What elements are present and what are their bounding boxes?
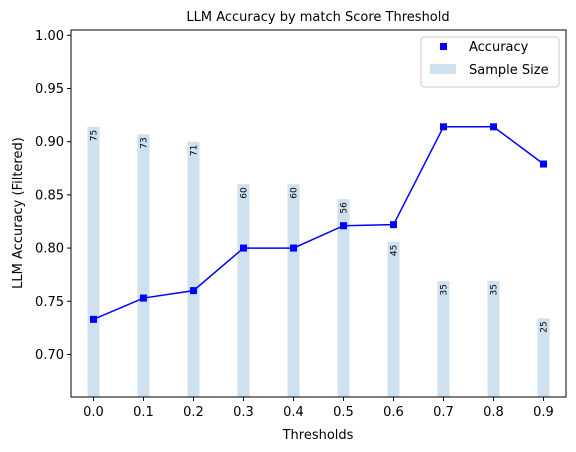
sample-size-value-label: 73 bbox=[140, 137, 150, 148]
y-tick-label: 0.75 bbox=[35, 295, 64, 310]
sample-size-bar bbox=[337, 199, 350, 397]
sample-size-bar bbox=[137, 134, 150, 398]
sample-size-bar bbox=[187, 141, 200, 397]
accuracy-line-layer bbox=[90, 123, 547, 323]
accuracy-line bbox=[93, 126, 544, 321]
accuracy-point bbox=[490, 123, 497, 131]
y-tick-label: 0.90 bbox=[35, 135, 64, 150]
bars-layer bbox=[87, 126, 550, 398]
accuracy-point bbox=[540, 160, 547, 168]
plot-frame bbox=[70, 29, 567, 398]
accuracy-point bbox=[190, 287, 197, 295]
sample-size-value-label: 56 bbox=[340, 202, 350, 214]
sample-size-bar bbox=[487, 281, 500, 397]
y-tick-label: 1.00 bbox=[35, 29, 64, 44]
x-tick-label: 0.4 bbox=[283, 405, 304, 420]
y-tick-label: 0.70 bbox=[35, 348, 64, 363]
bar-labels-layer: 75 73 71 60 60 56 45 35 35 25 bbox=[90, 130, 550, 333]
y-axis-label: LLM Accuracy (Filtered) bbox=[11, 137, 26, 289]
sample-size-value-label: 35 bbox=[440, 284, 450, 295]
sample-size-value-label: 60 bbox=[290, 187, 300, 199]
x-tick-label: 0.8 bbox=[483, 405, 504, 420]
accuracy-point bbox=[290, 244, 297, 252]
legend-sample-size-swatch bbox=[430, 64, 456, 74]
accuracy-point bbox=[140, 294, 147, 302]
accuracy-point bbox=[90, 315, 97, 323]
sample-size-value-label: 75 bbox=[90, 130, 100, 141]
accuracy-point bbox=[340, 222, 347, 230]
x-tick-label: 0.9 bbox=[533, 405, 554, 420]
sample-size-bar bbox=[287, 184, 300, 397]
chart-title: LLM Accuracy by match Score Threshold bbox=[186, 10, 449, 25]
x-axis-label: Thresholds bbox=[282, 428, 354, 443]
legend-accuracy-label: Accuracy bbox=[469, 40, 529, 55]
x-tick-label: 0.7 bbox=[433, 405, 454, 420]
accuracy-point bbox=[440, 123, 447, 131]
sample-size-value-label: 71 bbox=[190, 145, 200, 156]
y-tick-label: 0.80 bbox=[35, 242, 64, 257]
x-tick-label: 0.0 bbox=[83, 405, 104, 420]
sample-size-bar bbox=[237, 184, 250, 397]
sample-size-bar bbox=[537, 318, 550, 397]
y-axis: 0.70 0.75 0.80 0.85 0.90 0.95 1.00 bbox=[35, 29, 71, 363]
x-axis: 0.0 0.1 0.2 0.3 0.4 0.5 0.6 0.7 0.8 0.9 bbox=[83, 397, 554, 420]
legend-box bbox=[420, 36, 560, 88]
accuracy-point bbox=[240, 244, 247, 252]
x-tick-label: 0.2 bbox=[183, 405, 204, 420]
y-tick-label: 0.85 bbox=[35, 188, 64, 203]
accuracy-point bbox=[390, 221, 397, 229]
y-tick-label: 0.95 bbox=[35, 82, 64, 97]
sample-size-bar bbox=[437, 281, 450, 397]
sample-size-value-label: 35 bbox=[490, 284, 500, 295]
sample-size-bar bbox=[387, 241, 400, 397]
sample-size-value-label: 60 bbox=[240, 187, 250, 199]
sample-size-bar bbox=[87, 126, 100, 397]
sample-size-value-label: 25 bbox=[540, 321, 550, 332]
sample-size-value-label: 45 bbox=[390, 245, 400, 256]
legend-sample-size-label: Sample Size bbox=[469, 63, 549, 78]
legend: Accuracy Sample Size bbox=[420, 36, 560, 88]
x-tick-label: 0.6 bbox=[383, 405, 404, 420]
x-tick-label: 0.3 bbox=[233, 405, 254, 420]
x-tick-label: 0.5 bbox=[333, 405, 354, 420]
legend-accuracy-marker bbox=[440, 43, 447, 50]
x-tick-label: 0.1 bbox=[133, 405, 154, 420]
